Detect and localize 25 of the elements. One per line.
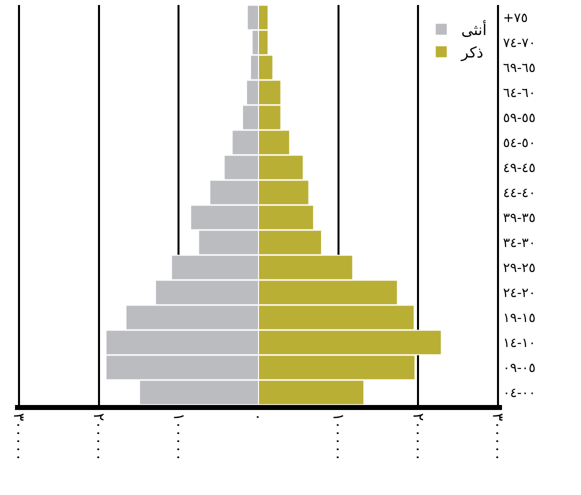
legend-label: أنثى: [461, 20, 487, 40]
x-tick-label: ٠: [250, 413, 268, 422]
y-tick-label: ٥٠-٥٤: [503, 136, 536, 152]
y-tick-label: ٣٥-٣٩: [503, 211, 536, 226]
y-tick-label: ٢٠-٢٤: [503, 286, 536, 302]
y-tick-label: ٠٠-٠٤: [503, 386, 536, 402]
x-tick-label: ١٠٠٠٠٠: [170, 413, 188, 462]
y-tick-label: ٦٥-٦٩: [503, 61, 536, 76]
y-tick-label: ٢٥-٢٩: [503, 261, 536, 276]
y-tick-label: ٤٠-٤٤: [503, 186, 536, 202]
x-tick-label: ٢٠٠٠٠٠: [409, 413, 428, 462]
x-tick-label: ١٠٠٠٠٠: [329, 413, 348, 462]
y-tick-label: ٤٥-٤٩: [503, 161, 536, 176]
y-tick-label: ٣٠-٣٤: [503, 236, 536, 252]
y-tick-label: ١٠-١٤: [503, 336, 536, 352]
y-tick-label: +٧٥: [503, 11, 528, 26]
x-tick-label: ٢٠٠٠٠٠: [90, 413, 108, 462]
y-tick-label: ٧٠-٧٤: [503, 36, 536, 52]
y-tick-label: ٦٠-٦٤: [503, 86, 536, 102]
y-tick-label: ٥٥-٥٩: [503, 111, 536, 126]
legend-label: ذكر: [460, 44, 484, 62]
y-tick-label: ١٥-١٩: [503, 311, 536, 326]
x-tick-label: ٣٠٠٠٠٠: [10, 413, 28, 462]
x-tick-label: ٣٠٠٠٠٠: [489, 413, 508, 462]
y-tick-label: ٠٥-٠٩: [503, 361, 536, 376]
